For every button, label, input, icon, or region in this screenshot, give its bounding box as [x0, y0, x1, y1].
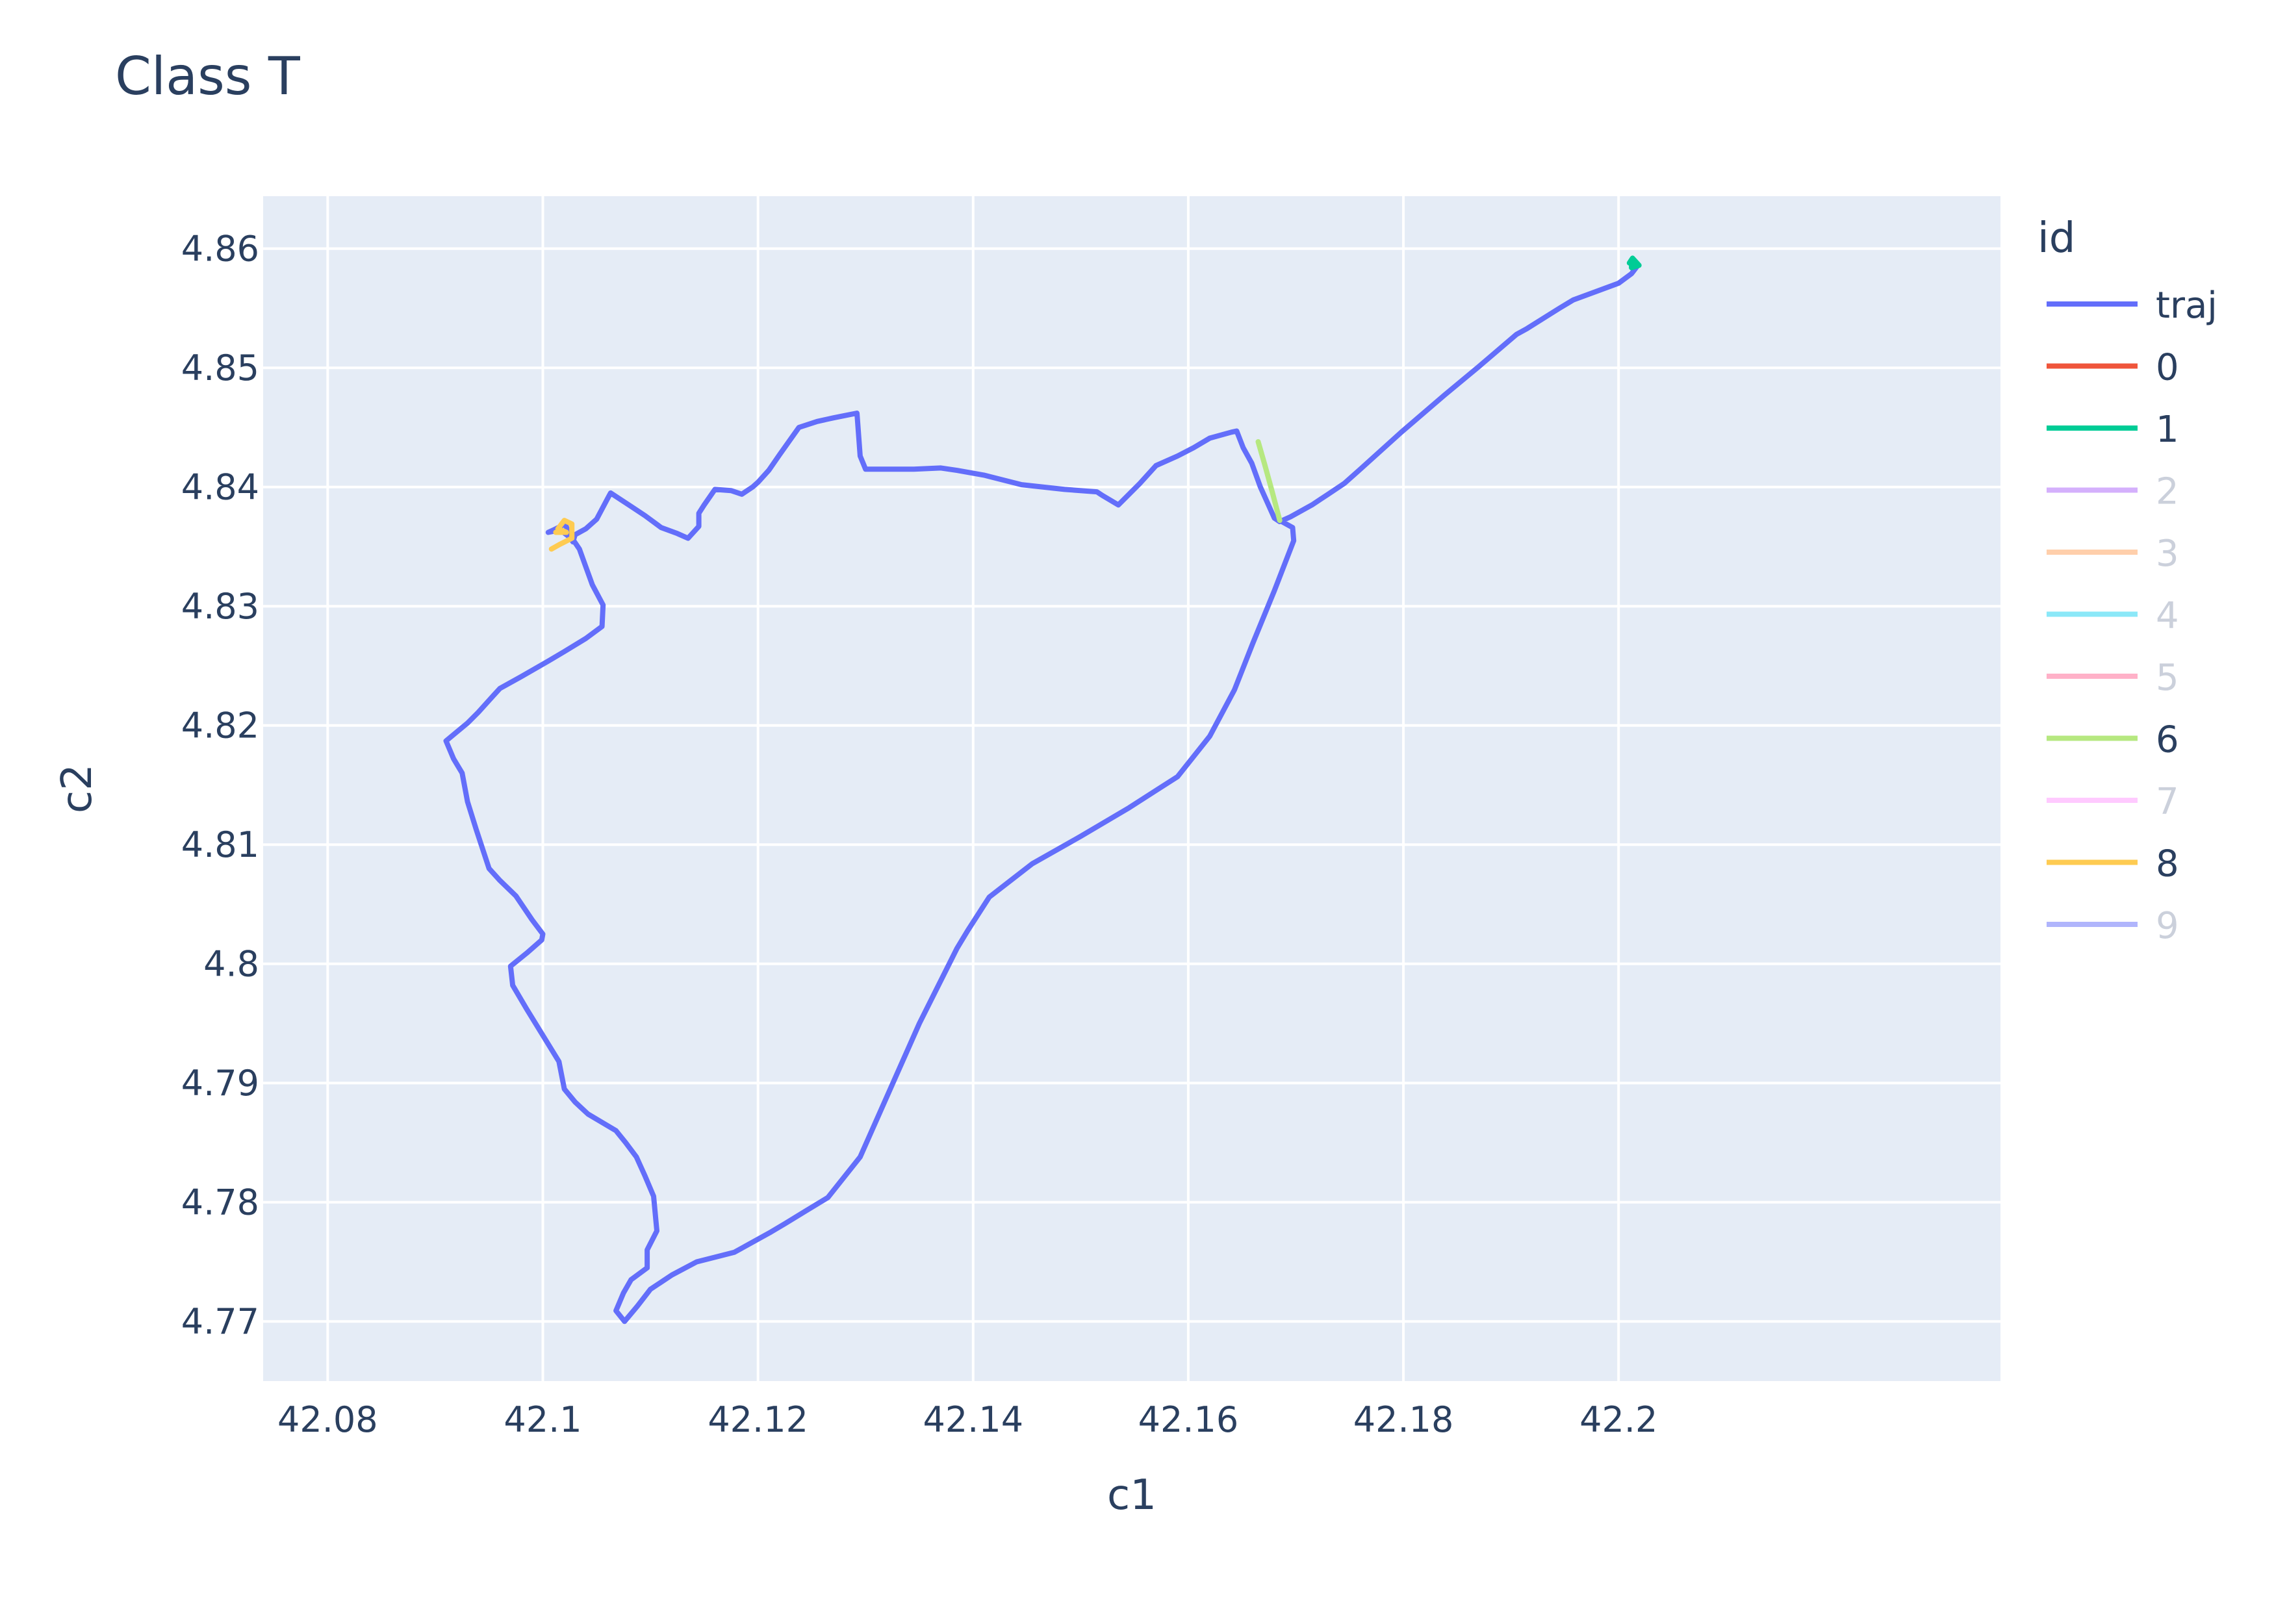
y-tick-label: 4.82 [181, 705, 259, 746]
y-tick-label: 4.83 [181, 586, 259, 627]
legend-item-0[interactable]: 0 [2047, 347, 2179, 389]
x-tick-label: 42.1 [504, 1399, 581, 1440]
chart-title: Class T [115, 46, 301, 107]
plot-area[interactable] [263, 196, 2000, 1381]
y-tick-label: 4.79 [181, 1063, 259, 1104]
x-tick-label: 42.18 [1353, 1399, 1454, 1440]
legend-title: id [2038, 214, 2075, 262]
legend-item-4[interactable]: 4 [2047, 595, 2179, 637]
y-axis-label: c2 [53, 764, 101, 813]
y-tick-label: 4.8 [203, 944, 259, 985]
legend-label: 4 [2156, 595, 2179, 637]
legend-label: 7 [2156, 781, 2179, 823]
x-tick-label: 42.2 [1579, 1399, 1657, 1440]
legend-label: 1 [2156, 409, 2179, 451]
x-tick-label: 42.08 [277, 1399, 378, 1440]
series-line-8 [548, 518, 575, 552]
legend-label: 9 [2156, 905, 2179, 947]
x-tick-label: 42.16 [1138, 1399, 1239, 1440]
legend-label: 2 [2156, 471, 2179, 513]
legend-item-5[interactable]: 5 [2047, 657, 2179, 699]
legend-label: 0 [2156, 347, 2179, 389]
x-axis-label: c1 [1107, 1471, 1156, 1519]
legend: traj 0 1 2 3 4 5 6 7 8 9 [2047, 285, 2217, 947]
legend-item-9[interactable]: 9 [2047, 905, 2179, 947]
legend-label: 3 [2156, 533, 2179, 575]
y-tick-label: 4.85 [181, 348, 259, 388]
legend-label: 5 [2156, 657, 2179, 699]
y-tick-label: 4.86 [181, 229, 259, 270]
x-tick-label: 42.12 [708, 1399, 808, 1440]
legend-item-3[interactable]: 3 [2047, 533, 2179, 575]
y-tick-label: 4.84 [181, 467, 259, 508]
x-tick-label: 42.14 [923, 1399, 1023, 1440]
gridlines [263, 196, 2000, 1381]
legend-item-traj[interactable]: traj [2047, 285, 2217, 327]
legend-label: 6 [2156, 719, 2179, 761]
series-line-6 [1255, 439, 1283, 524]
legend-item-8[interactable]: 8 [2047, 843, 2179, 885]
legend-item-6[interactable]: 6 [2047, 719, 2179, 761]
y-tick-label: 4.78 [181, 1182, 259, 1223]
legend-label: 8 [2156, 843, 2179, 885]
legend-item-1[interactable]: 1 [2047, 409, 2179, 451]
x-tick-labels: 42.08 42.1 42.12 42.14 42.16 42.18 42.2 [277, 1399, 1657, 1440]
legend-item-7[interactable]: 7 [2047, 781, 2179, 823]
y-tick-label: 4.77 [181, 1301, 259, 1342]
y-tick-labels: 4.77 4.78 4.79 4.8 4.81 4.82 4.83 4.84 4.85 4.86 [181, 229, 259, 1343]
y-tick-label: 4.81 [181, 824, 259, 865]
series-line-1 [1626, 255, 1642, 271]
legend-label: traj [2156, 285, 2217, 327]
legend-item-2[interactable]: 2 [2047, 471, 2179, 513]
series-line-traj [443, 262, 1641, 1325]
series-lines [443, 255, 1642, 1325]
